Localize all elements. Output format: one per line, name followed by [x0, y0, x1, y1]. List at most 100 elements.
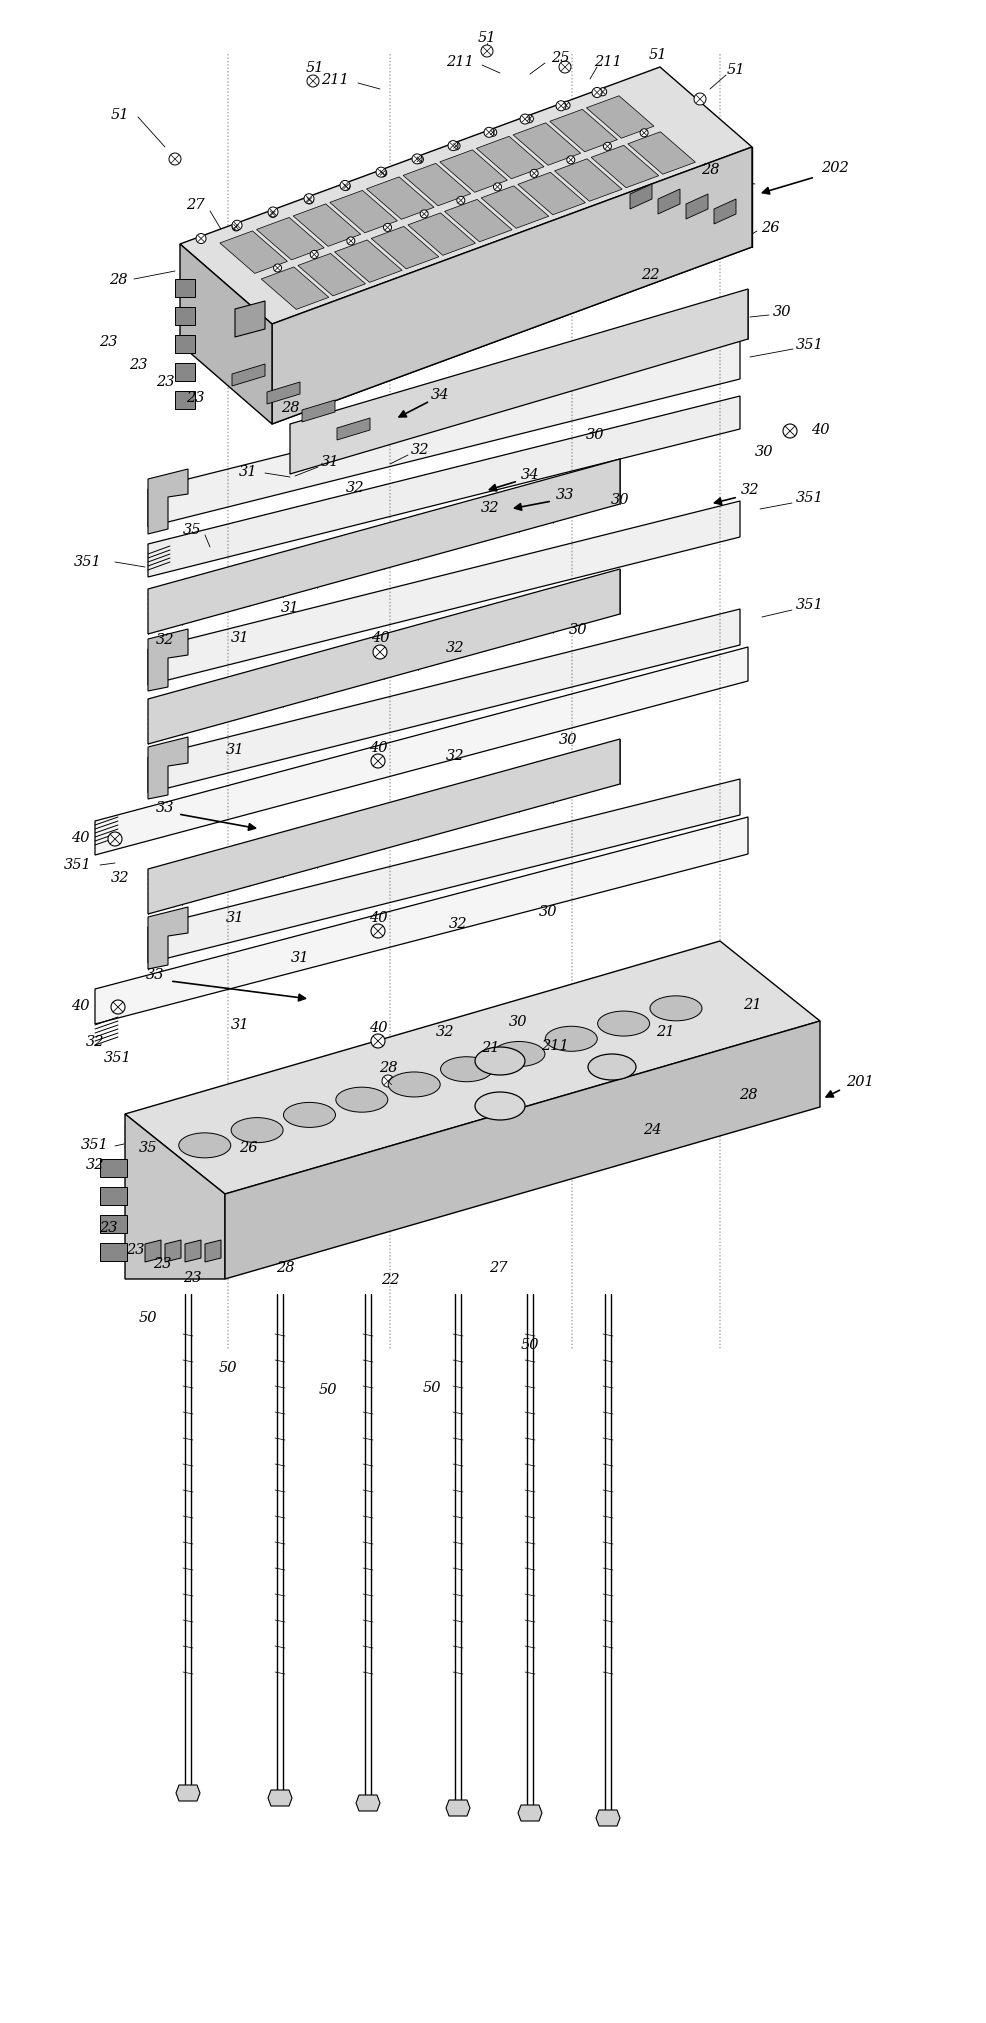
Polygon shape [125, 941, 819, 1194]
Polygon shape [148, 779, 740, 963]
Circle shape [415, 156, 423, 164]
Ellipse shape [492, 1042, 544, 1066]
Polygon shape [336, 419, 370, 441]
Polygon shape [267, 382, 300, 405]
Polygon shape [175, 392, 195, 411]
Text: 40: 40 [71, 999, 89, 1012]
Text: 40: 40 [371, 631, 388, 645]
Text: 31: 31 [239, 465, 257, 479]
Text: 211: 211 [540, 1038, 568, 1052]
Text: 50: 50 [422, 1380, 441, 1394]
Text: 33: 33 [555, 488, 574, 502]
Text: 40: 40 [369, 910, 387, 925]
Polygon shape [356, 1794, 380, 1811]
Text: 351: 351 [81, 1137, 108, 1151]
Polygon shape [596, 1811, 619, 1827]
Polygon shape [685, 194, 707, 221]
Text: 28: 28 [738, 1088, 756, 1101]
Text: 32: 32 [110, 870, 129, 884]
Text: 30: 30 [508, 1014, 527, 1028]
Circle shape [310, 251, 317, 259]
Circle shape [340, 182, 350, 192]
Polygon shape [148, 342, 740, 528]
Text: 32: 32 [446, 641, 463, 655]
Polygon shape [268, 1790, 292, 1807]
Text: 28: 28 [280, 401, 299, 415]
Text: 51: 51 [726, 63, 744, 77]
Polygon shape [366, 178, 434, 221]
Circle shape [558, 63, 571, 75]
Text: 30: 30 [754, 445, 772, 459]
Ellipse shape [598, 1012, 649, 1036]
Circle shape [640, 129, 648, 138]
Text: 351: 351 [796, 492, 823, 506]
Circle shape [555, 101, 565, 111]
Text: 23: 23 [182, 1270, 201, 1285]
Text: 28: 28 [275, 1260, 294, 1274]
Text: 30: 30 [585, 427, 603, 441]
Circle shape [529, 170, 537, 178]
Text: 201: 201 [845, 1074, 873, 1088]
Text: 35: 35 [139, 1141, 157, 1155]
Polygon shape [145, 1240, 161, 1262]
Text: 51: 51 [477, 30, 496, 45]
Polygon shape [629, 184, 652, 210]
Circle shape [452, 144, 459, 152]
Polygon shape [334, 241, 401, 283]
Polygon shape [148, 609, 740, 793]
Polygon shape [554, 160, 621, 202]
Text: 21: 21 [742, 997, 760, 1012]
Polygon shape [272, 148, 751, 425]
Polygon shape [713, 200, 736, 225]
Circle shape [561, 103, 570, 111]
Circle shape [693, 93, 705, 105]
Polygon shape [476, 138, 543, 180]
Circle shape [107, 833, 122, 846]
Polygon shape [290, 289, 747, 475]
Polygon shape [261, 267, 328, 310]
Polygon shape [148, 738, 187, 799]
Text: 27: 27 [488, 1260, 507, 1274]
Text: 33: 33 [156, 801, 175, 815]
Text: 351: 351 [64, 858, 92, 872]
Text: 30: 30 [558, 732, 577, 746]
Circle shape [342, 184, 350, 192]
Ellipse shape [335, 1088, 387, 1113]
Circle shape [232, 225, 240, 233]
Polygon shape [95, 647, 747, 856]
Text: 31: 31 [231, 631, 249, 645]
Polygon shape [586, 97, 654, 140]
Polygon shape [371, 227, 439, 269]
Text: 50: 50 [521, 1337, 538, 1351]
Text: 32: 32 [86, 1034, 105, 1048]
Polygon shape [293, 204, 361, 247]
Circle shape [379, 170, 387, 178]
Text: 351: 351 [796, 597, 823, 611]
Text: 351: 351 [796, 338, 823, 352]
Text: 31: 31 [320, 455, 339, 469]
Circle shape [782, 425, 796, 439]
Circle shape [520, 115, 529, 125]
Polygon shape [175, 364, 195, 382]
Text: 30: 30 [772, 305, 791, 320]
Text: 32: 32 [480, 502, 499, 514]
Polygon shape [481, 186, 548, 229]
Text: 32: 32 [446, 749, 463, 763]
Polygon shape [518, 174, 585, 216]
Polygon shape [513, 123, 580, 166]
Text: 50: 50 [318, 1382, 337, 1396]
Polygon shape [148, 469, 187, 534]
Text: 26: 26 [239, 1141, 257, 1155]
Text: 26: 26 [760, 221, 779, 235]
Circle shape [480, 47, 492, 59]
Polygon shape [549, 109, 616, 152]
Text: 27: 27 [185, 198, 204, 212]
Polygon shape [446, 1800, 469, 1817]
Text: 25: 25 [550, 51, 569, 65]
Circle shape [196, 235, 206, 245]
Polygon shape [179, 245, 272, 425]
Text: 211: 211 [594, 55, 621, 69]
Polygon shape [205, 1240, 221, 1262]
Text: 35: 35 [182, 522, 201, 536]
Circle shape [448, 142, 458, 152]
